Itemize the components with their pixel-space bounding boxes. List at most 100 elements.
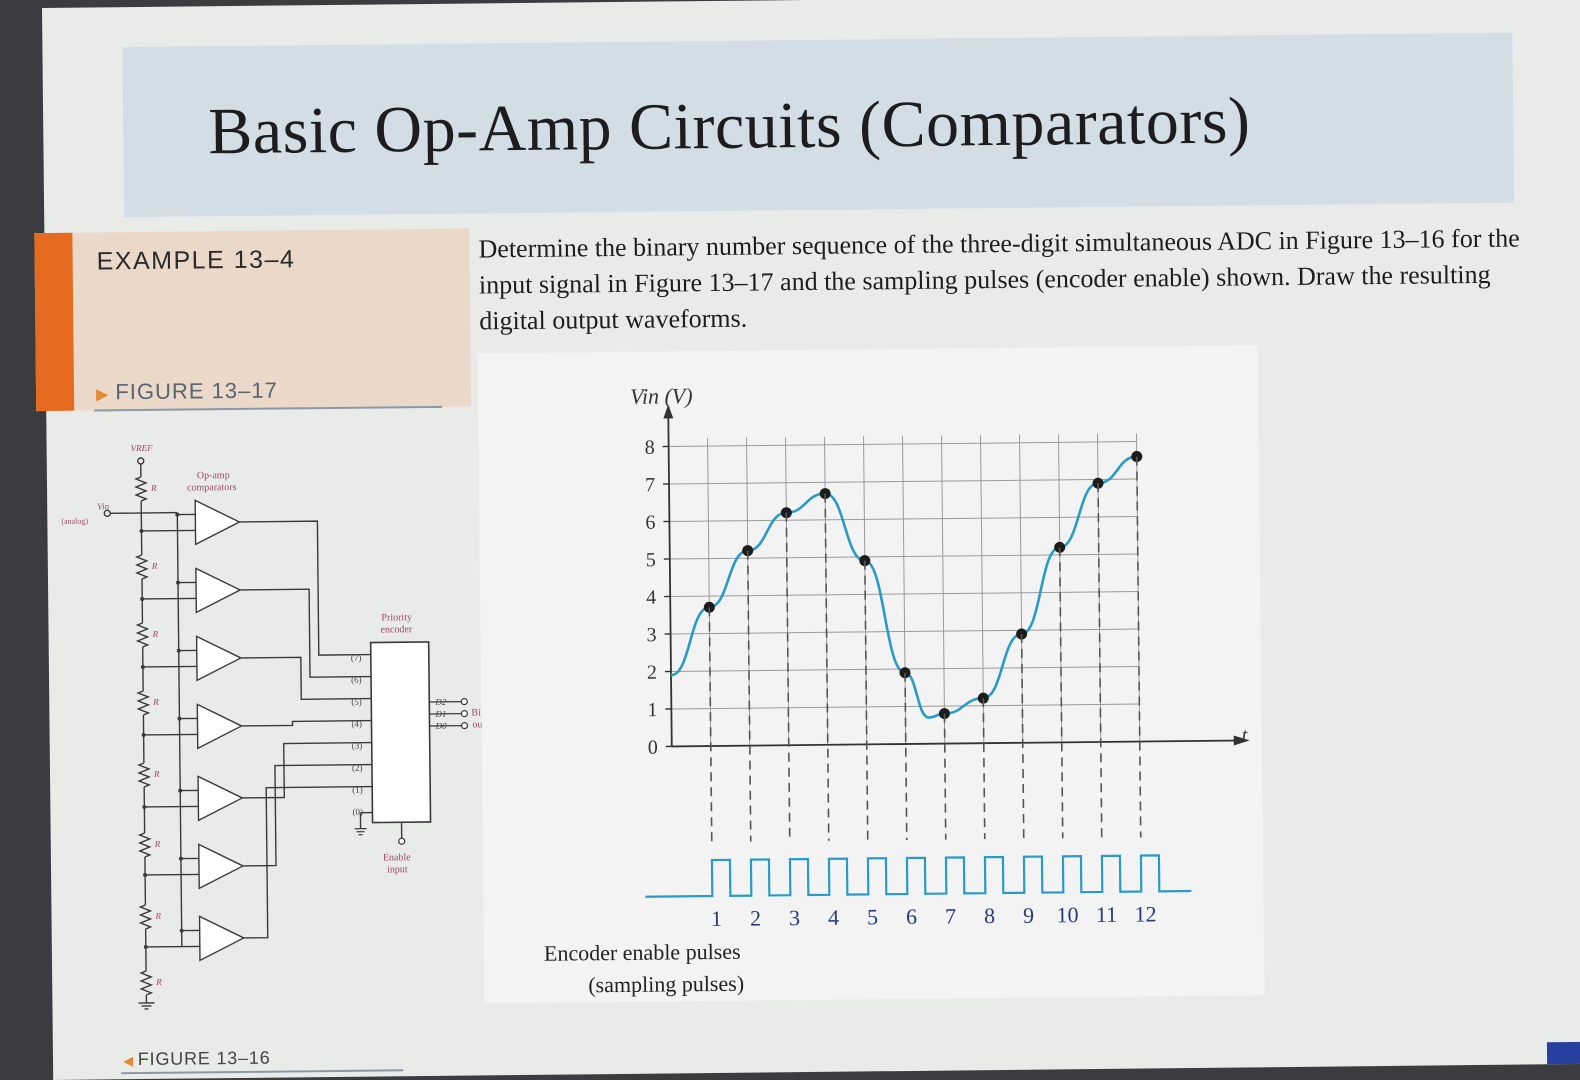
opamp <box>198 915 246 962</box>
chart-axes <box>663 404 1250 748</box>
grid-line <box>746 437 751 746</box>
vin-label: Vin <box>97 501 109 511</box>
grid-line <box>1019 434 1024 743</box>
output-terminal <box>460 710 469 718</box>
y-axis-arrow-icon <box>663 404 674 419</box>
junction-dot <box>139 528 144 533</box>
opamp <box>197 775 244 822</box>
junction-dot <box>141 732 146 737</box>
grid-line <box>707 438 712 747</box>
resistor-label: R <box>154 839 161 849</box>
ladder-wire <box>144 856 147 905</box>
adc-circuit-diagram: VREF Vin (analog) Op-amp comparators Pri… <box>61 443 499 1010</box>
figure-17-label: ▶ FIGURE 13–17 <box>96 378 278 406</box>
sample-dash <box>824 493 830 841</box>
sample-dash <box>1058 547 1064 839</box>
slide-title: Basic Op-Amp Circuits (Comparators) <box>207 84 1251 169</box>
sample-dash <box>943 713 947 840</box>
y-axis <box>667 410 673 747</box>
pulse-number: 4 <box>828 905 839 930</box>
encoder-label-1: Priority <box>381 612 412 623</box>
problem-text: Determine the binary number sequence of … <box>478 223 1520 336</box>
encoder-input-label: (5) <box>351 697 362 707</box>
sample-dash <box>864 560 869 841</box>
encoder-input-label: (6) <box>351 675 362 685</box>
encoder-input-label: (1) <box>352 785 363 795</box>
enable-terminal <box>398 837 406 845</box>
pulse-number: 12 <box>1134 901 1156 926</box>
grid-line <box>669 516 1138 522</box>
resistor <box>138 904 153 930</box>
y-tick-label: 1 <box>647 699 657 721</box>
figure-16-text: FIGURE 13–16 <box>137 1047 271 1070</box>
encoder-input-label: (4) <box>351 719 362 729</box>
resistor-label: R <box>152 629 159 639</box>
resistor-label: R <box>150 483 157 493</box>
figure-16-rule <box>121 1069 404 1075</box>
junction-dot <box>175 512 180 517</box>
sample-dash <box>982 698 986 840</box>
pulse-label-2: (sampling pulses) <box>588 971 744 998</box>
y-tick-label: 0 <box>648 737 658 759</box>
resistor <box>134 476 149 502</box>
encoder-input-label: (2) <box>352 763 363 773</box>
junction-dot <box>179 928 184 933</box>
corner-mark <box>1546 1041 1580 1065</box>
priority-encoder <box>369 641 432 824</box>
opamp-ref-wire <box>143 733 198 736</box>
vin-terminal <box>103 509 111 518</box>
encoder-output-label: D2 <box>434 697 447 707</box>
opamp <box>195 567 242 614</box>
opamp-ref-wire <box>141 529 196 532</box>
vin-bus <box>176 512 183 947</box>
resistor-label: R <box>153 769 160 779</box>
pulse-number: 2 <box>750 906 761 931</box>
encoder-output-label: D1 <box>434 709 446 719</box>
y-tick-label: 6 <box>645 512 655 534</box>
triangle-right-icon: ▶ <box>95 386 110 404</box>
grid-line <box>669 478 1137 485</box>
pulse-number: 1 <box>711 906 722 931</box>
opamp-ref-wire <box>144 805 199 808</box>
opamp-ref-wire <box>145 945 200 948</box>
encoder-input-label: (3) <box>352 741 363 751</box>
encoder-in-wire <box>243 785 373 939</box>
pulse-number: 6 <box>906 904 917 929</box>
resistor-label: R <box>151 561 158 571</box>
junction-dot <box>178 856 183 861</box>
vin-wire <box>110 511 178 515</box>
grid-line <box>980 435 985 744</box>
resistor <box>134 554 149 580</box>
sample-dash <box>746 550 752 842</box>
sample-points <box>703 451 1143 720</box>
encoder-output-label: D0 <box>434 721 447 731</box>
encoder-in-wire <box>240 656 372 701</box>
sample-dash <box>1135 456 1142 838</box>
opamp <box>198 843 245 890</box>
junction-dot <box>143 944 148 949</box>
grid-line <box>1058 434 1063 743</box>
y-tick-label: 8 <box>645 437 655 459</box>
ladder-wire <box>140 500 143 555</box>
encoder-in-wire <box>242 741 372 799</box>
enable-pulse-train <box>645 854 1192 898</box>
resistor-label: R <box>155 977 162 987</box>
opamp-label-2: comparators <box>187 482 237 494</box>
pulse-number: 11 <box>1096 902 1117 927</box>
pulse-number-labels: 1 2 3 4 5 6 7 8 9 10 11 12 <box>711 901 1157 931</box>
pulse-number: 10 <box>1056 902 1078 927</box>
resistor-label: R <box>154 911 161 921</box>
encoder-input-label: (0) <box>352 807 363 817</box>
grid-line <box>941 435 946 744</box>
pulse-number: 3 <box>789 905 800 930</box>
enable-label-1: Enable <box>383 852 411 863</box>
junction-dot <box>177 716 182 721</box>
resistor-ladder <box>134 476 154 996</box>
vref-label: VREF <box>131 443 154 453</box>
enable-label-2: input <box>387 864 408 875</box>
opamp <box>196 703 244 750</box>
pulse-number: 7 <box>945 903 956 928</box>
vref-terminal <box>137 457 145 465</box>
sample-dash <box>1020 634 1025 839</box>
triangle-left-icon: ◀ <box>122 1053 134 1069</box>
